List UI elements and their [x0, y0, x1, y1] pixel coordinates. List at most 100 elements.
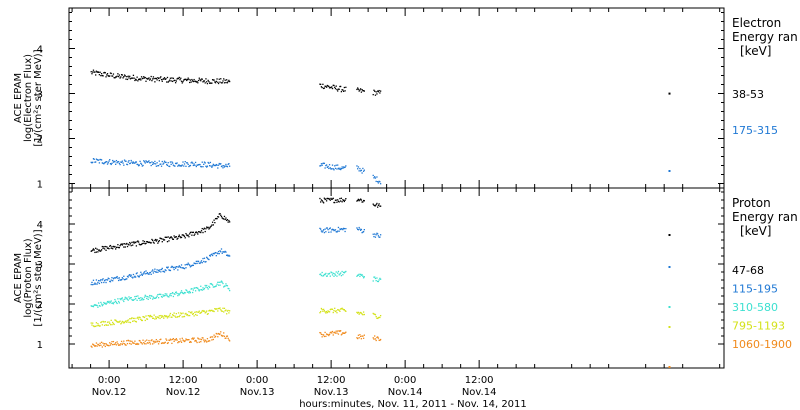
data-point [338, 88, 340, 90]
data-point [165, 78, 167, 80]
data-point [203, 310, 205, 313]
data-point [161, 80, 163, 82]
data-point [203, 287, 206, 290]
data-point [145, 315, 147, 317]
data-point [374, 277, 377, 280]
data-point [201, 161, 203, 163]
data-point [183, 235, 186, 237]
data-point [91, 281, 93, 284]
data-point [136, 76, 138, 78]
data-point [103, 324, 106, 327]
data-point [322, 83, 324, 85]
data-point [114, 277, 116, 279]
data-point [109, 245, 111, 247]
data-point [162, 270, 164, 273]
series-47-68 [90, 197, 671, 254]
data-point [209, 283, 212, 285]
data-point [163, 78, 165, 80]
data-point [330, 331, 332, 333]
data-point [204, 261, 206, 263]
data-point [322, 201, 324, 203]
data-point [112, 248, 114, 250]
data-point [142, 299, 144, 301]
data-point [206, 286, 209, 289]
data-point [187, 234, 189, 236]
data-point [92, 69, 95, 71]
data-point [106, 279, 108, 281]
data-point [154, 163, 157, 165]
data-point [372, 312, 374, 315]
data-point [221, 82, 223, 84]
data-point [322, 310, 324, 312]
data-point [103, 302, 106, 305]
data-point [140, 163, 143, 165]
x-tick-date: Nov.14 [388, 387, 423, 398]
data-point [226, 335, 228, 337]
data-point [155, 338, 158, 341]
data-point [108, 75, 110, 77]
data-point [328, 311, 331, 313]
data-point [122, 278, 124, 280]
data-point [217, 332, 220, 335]
data-point [104, 321, 106, 323]
data-point [199, 163, 201, 166]
y-tick-label: 2 [37, 135, 43, 146]
data-point [205, 228, 207, 230]
data-point [222, 80, 224, 82]
data-point [379, 183, 382, 185]
data-point [359, 88, 362, 90]
data-point [329, 332, 331, 334]
data-point [356, 337, 358, 339]
data-point [185, 267, 187, 269]
data-point [227, 309, 229, 312]
data-point [140, 341, 142, 344]
data-point [194, 313, 197, 316]
data-point [321, 231, 323, 233]
data-point [377, 181, 379, 183]
data-point [186, 78, 189, 81]
data-point [202, 166, 204, 168]
data-point [115, 319, 117, 321]
data-point [218, 162, 220, 165]
data-point [123, 164, 125, 166]
y-axis-label-line: log(Electron Flux) [23, 54, 34, 142]
data-point [173, 268, 175, 271]
data-point [138, 316, 140, 318]
data-point [325, 86, 328, 88]
data-point [200, 230, 203, 232]
data-point [103, 248, 106, 250]
data-point [95, 70, 98, 72]
data-point [163, 271, 166, 273]
data-point [320, 86, 323, 88]
data-point [142, 164, 144, 167]
data-point [335, 231, 337, 233]
data-point [142, 315, 144, 318]
data-point [153, 297, 155, 299]
data-point [107, 247, 109, 249]
data-point [180, 313, 183, 315]
data-point [220, 78, 222, 80]
data-point [220, 248, 223, 250]
data-point [200, 285, 202, 287]
data-point [154, 341, 157, 343]
data-point [173, 312, 175, 314]
data-point [130, 244, 132, 247]
data-point [129, 162, 132, 164]
data-point [166, 81, 168, 83]
data-point [155, 271, 158, 273]
data-point [211, 253, 213, 255]
data-point [104, 245, 106, 248]
data-point [194, 231, 197, 234]
data-point [221, 217, 223, 219]
data-point [145, 242, 147, 245]
data-point [149, 297, 152, 299]
data-point [374, 276, 376, 278]
data-point [375, 180, 377, 183]
data-point [359, 311, 362, 314]
data-point [333, 201, 335, 204]
data-point [138, 243, 140, 245]
data-point [359, 89, 361, 91]
data-point [320, 201, 322, 203]
data-point [190, 231, 192, 233]
